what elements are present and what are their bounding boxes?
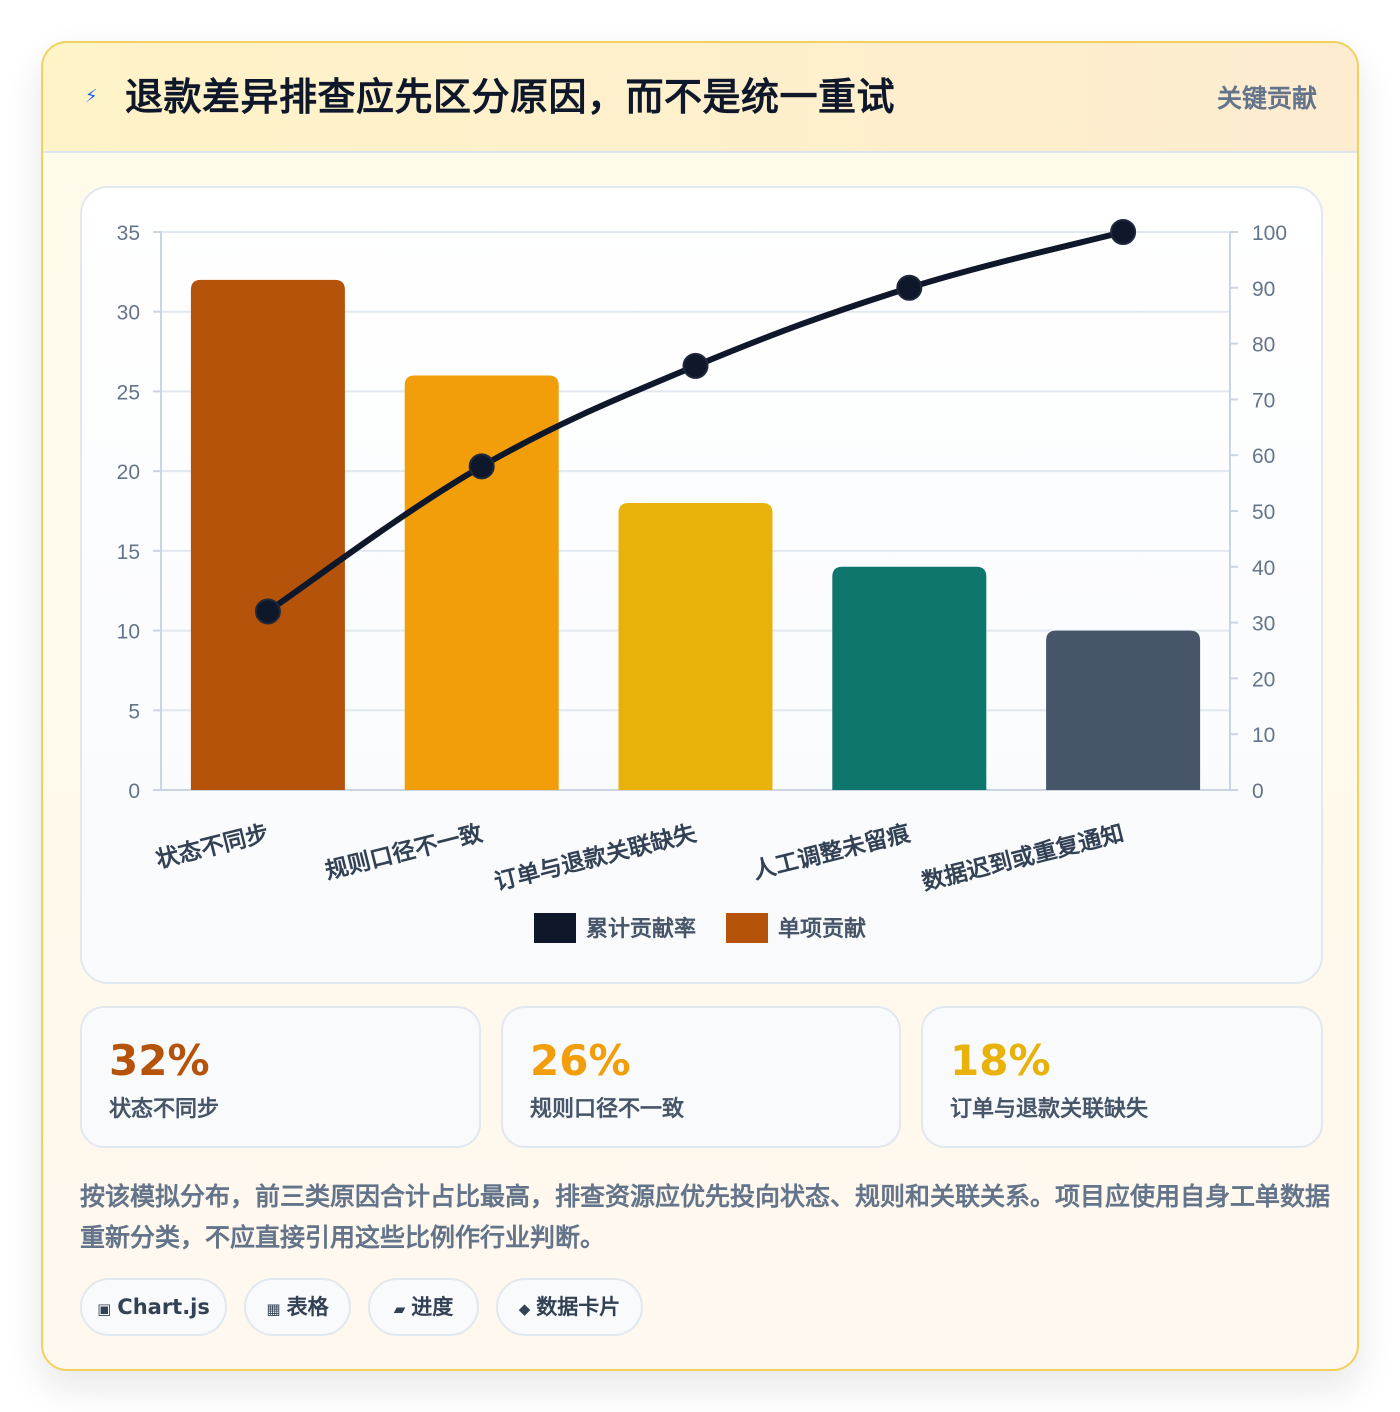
y-right-tick-label: 60 (1252, 445, 1275, 468)
tag-label: 表格 (286, 1295, 329, 1319)
pareto-chart: 0 5 10 15 20 25 30 35 0 10 20 30 40 50 60 70 80 90 100 状态不同… (117, 219, 1287, 943)
tag-chartjs[interactable]: ▣ Chart.js (80, 1278, 227, 1336)
stat-label: 规则口径不一致 (530, 1097, 685, 1122)
y-right-tick-label: 90 (1252, 278, 1275, 301)
stat-card-3: 18% 订单与退款关联缺失 (921, 1006, 1323, 1148)
bar (618, 503, 773, 790)
lightning-icon: ⚡ (85, 86, 98, 107)
y-right-tick-label: 80 (1252, 334, 1275, 357)
y-right-tick-label: 40 (1252, 557, 1275, 580)
tag-label: 进度 (411, 1295, 454, 1319)
cumulative-point (468, 453, 495, 480)
y-right-tick-label: 30 (1252, 613, 1275, 636)
y-right-tick-label: 50 (1252, 501, 1275, 524)
tag-label: 数据卡片 (536, 1295, 621, 1319)
legend-swatch (726, 913, 768, 943)
bar (1046, 630, 1201, 790)
y-right-tick-label: 70 (1252, 389, 1275, 412)
table-icon: ▦ (266, 1300, 281, 1318)
y-right-tick-label: 10 (1252, 724, 1275, 747)
stat-value: 32% (109, 1036, 210, 1085)
y-left-tick-label: 20 (117, 461, 140, 484)
bar (404, 375, 559, 790)
stat-card-2: 26% 规则口径不一致 (501, 1006, 901, 1148)
y-left-tick-label: 30 (117, 302, 140, 325)
legend-label: 累计贡献率 (586, 916, 696, 941)
y-right-tick-label: 20 (1252, 668, 1275, 691)
stat-card-1: 32% 状态不同步 (80, 1006, 481, 1148)
cumulative-point (1110, 219, 1137, 245)
tag-data-card[interactable]: ◆ 数据卡片 (496, 1278, 643, 1336)
tag-label: Chart.js (117, 1295, 210, 1319)
x-tick-label: 规则口径不一致 (322, 819, 485, 883)
x-tick-label: 人工调整未留痕 (750, 819, 913, 883)
stat-value: 26% (530, 1036, 631, 1085)
x-tick-label: 状态不同步 (153, 820, 271, 873)
y-left-tick-label: 15 (117, 541, 140, 564)
cumulative-point (254, 598, 281, 625)
cumulative-point (682, 352, 709, 379)
summary-note: 按该模拟分布，前三类原因合计占比最高，排查资源应优先投向状态、规则和关联关系。项… (80, 1182, 1331, 1252)
y-right-tick-label: 100 (1252, 222, 1287, 245)
y-left-tick-label: 0 (128, 780, 140, 803)
y-left-tick-label: 35 (117, 222, 140, 245)
tag-table[interactable]: ▦ 表格 (244, 1278, 351, 1336)
y-right-tick-label: 0 (1252, 780, 1264, 803)
x-tick-label: 数据迟到或重复通知 (919, 820, 1126, 895)
bar (190, 279, 345, 790)
stat-label: 状态不同步 (109, 1097, 220, 1122)
data-card-icon: ◆ (518, 1300, 531, 1318)
chart-panel: 0 5 10 15 20 25 30 35 0 10 20 30 40 50 60 70 80 90 100 状态不同… (80, 186, 1323, 984)
header-badge: 关键贡献 (1216, 84, 1317, 113)
chart-icon: ▣ (97, 1300, 112, 1318)
progress-icon: ▰ (393, 1300, 406, 1318)
y-left-tick-label: 25 (117, 381, 140, 404)
x-tick-label: 订单与退款关联缺失 (492, 819, 700, 895)
page-title: 退款差异排查应先区分原因，而不是统一重试 (125, 75, 896, 119)
legend-label: 单项贡献 (778, 916, 866, 941)
pareto-card: ⚡ 退款差异排查应先区分原因，而不是统一重试 关键贡献 0 5 10 15 20 25 30… (41, 41, 1359, 1371)
y-left-tick-label: 10 (117, 621, 140, 644)
tag-progress[interactable]: ▰ 进度 (368, 1278, 479, 1336)
stat-value: 18% (950, 1036, 1051, 1085)
cumulative-point (896, 274, 923, 301)
card-header: ⚡ 退款差异排查应先区分原因，而不是统一重试 关键贡献 (43, 43, 1357, 153)
y-left-tick-label: 5 (128, 700, 140, 723)
bar (832, 566, 987, 790)
stat-label: 订单与退款关联缺失 (950, 1097, 1149, 1122)
legend-swatch (534, 913, 576, 943)
